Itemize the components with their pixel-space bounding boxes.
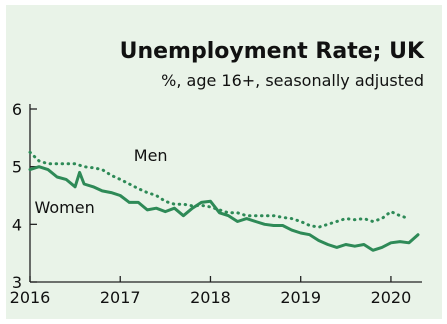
y-tick-label: 4 (12, 215, 22, 234)
series-label-men: Men (134, 146, 168, 165)
y-tick-label: 3 (12, 273, 22, 292)
x-tick-label: 2020 (371, 288, 412, 307)
y-tick-label: 5 (12, 158, 22, 177)
series-line-men (28, 150, 411, 229)
series-labels: Men Women (35, 146, 168, 217)
chart-panel: Unemployment Rate; UK %, age 16+, season… (6, 5, 442, 319)
y-tick-label: 6 (12, 100, 22, 119)
series-lines (28, 150, 420, 252)
chart-subtitle: %, age 16+, seasonally adjusted (161, 71, 424, 90)
x-tick-label: 2018 (190, 288, 231, 307)
x-tick-label: 2019 (280, 288, 321, 307)
x-tick-label: 2017 (100, 288, 141, 307)
series-line-women (28, 165, 420, 252)
chart-title: Unemployment Rate; UK (120, 39, 425, 64)
unemployment-chart: Unemployment Rate; UK %, age 16+, season… (10, 39, 425, 307)
series-label-women: Women (35, 198, 95, 217)
x-tick-label: 2016 (10, 288, 51, 307)
axes: 3 4 5 6 2016 2017 2018 2019 2020 (10, 100, 422, 307)
